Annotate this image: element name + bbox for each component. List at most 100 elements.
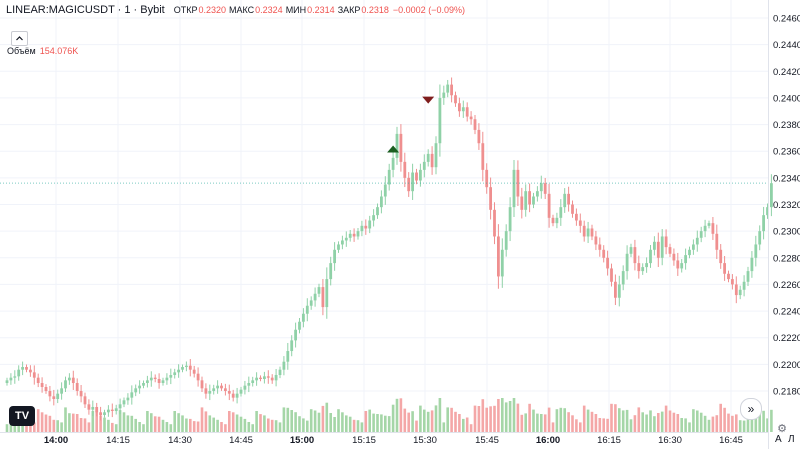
tradingview-logo-text: TV bbox=[14, 410, 30, 422]
volume-bar bbox=[516, 403, 520, 432]
candle-up bbox=[770, 183, 773, 208]
candle-up bbox=[426, 153, 430, 162]
volume-bar bbox=[571, 415, 574, 432]
volume-bar bbox=[60, 422, 63, 432]
volume-bar bbox=[766, 418, 769, 432]
candle-up bbox=[766, 207, 769, 216]
candle-up bbox=[536, 191, 539, 197]
volume-bar bbox=[329, 413, 332, 432]
candle-down bbox=[32, 372, 36, 378]
high-value: 0.2324 bbox=[255, 5, 283, 15]
volume-bar bbox=[321, 405, 325, 432]
candle-down bbox=[719, 249, 723, 264]
price-axis-label: 0.2280 bbox=[773, 253, 800, 264]
volume-bar bbox=[719, 403, 722, 432]
volume-bar bbox=[501, 398, 504, 432]
candle-up bbox=[500, 249, 504, 277]
volume-bar bbox=[450, 407, 453, 432]
candle-down bbox=[450, 84, 453, 96]
scroll-to-realtime-button[interactable]: » bbox=[740, 398, 762, 420]
candle-up bbox=[360, 225, 364, 232]
volume-bar bbox=[33, 422, 36, 432]
volume-bar bbox=[286, 407, 290, 432]
volume-bar bbox=[267, 418, 270, 432]
candle-down bbox=[582, 225, 586, 237]
candle-down bbox=[29, 369, 32, 373]
volume-bar bbox=[731, 415, 734, 432]
volume-bar bbox=[707, 419, 711, 432]
candle-up bbox=[348, 233, 352, 238]
axis-settings-button[interactable]: ⚙ bbox=[776, 422, 788, 435]
price-axis-label: 0.2440 bbox=[773, 40, 800, 51]
candle-down bbox=[52, 396, 56, 399]
candle-up bbox=[684, 255, 687, 264]
collapse-legend-button[interactable] bbox=[11, 31, 28, 46]
candle-down bbox=[407, 177, 411, 192]
candle-down bbox=[614, 281, 617, 298]
candle-down bbox=[36, 377, 40, 384]
candle-down bbox=[668, 247, 672, 254]
volume-bar bbox=[325, 402, 329, 432]
candle-up bbox=[617, 284, 621, 298]
candle-down bbox=[676, 260, 680, 269]
volume-bar bbox=[153, 416, 157, 432]
volume-bar bbox=[582, 405, 586, 432]
tradingview-logo[interactable]: TV bbox=[9, 406, 35, 426]
log-scale-button[interactable]: Л bbox=[788, 434, 795, 445]
auto-scale-button[interactable]: A bbox=[775, 434, 782, 445]
candle-up bbox=[208, 391, 212, 394]
candle-up bbox=[161, 380, 165, 384]
candle-up bbox=[746, 271, 750, 282]
candle-down bbox=[734, 284, 738, 296]
candle-up bbox=[434, 143, 438, 168]
volume-bar bbox=[243, 418, 247, 432]
candle-down bbox=[188, 365, 192, 370]
candle-up bbox=[251, 380, 255, 384]
candle-down bbox=[481, 143, 485, 170]
candle-down bbox=[551, 217, 555, 224]
time-axis-label: 15:00 bbox=[290, 435, 314, 446]
candle-up bbox=[134, 388, 138, 393]
candle-up bbox=[356, 231, 360, 237]
candle-up bbox=[660, 236, 664, 258]
candle-down bbox=[231, 393, 235, 398]
symbol-title[interactable]: LINEAR:MAGICUSDT · 1 · Bybit bbox=[6, 4, 165, 16]
candle-down bbox=[590, 228, 594, 237]
candle-up bbox=[504, 231, 508, 250]
volume-bar bbox=[255, 411, 258, 432]
volume-bar bbox=[446, 407, 449, 432]
candle-up bbox=[586, 228, 590, 237]
volume-bar bbox=[157, 416, 161, 432]
candle-up bbox=[411, 172, 414, 192]
volume-bar bbox=[540, 414, 543, 432]
candle-up bbox=[60, 388, 63, 394]
candle-up bbox=[290, 340, 294, 352]
candle-down bbox=[672, 253, 676, 261]
volume-bar bbox=[290, 410, 293, 432]
volume-bar bbox=[575, 419, 578, 432]
volume-bar bbox=[111, 422, 114, 432]
volume-bar bbox=[364, 411, 368, 432]
candle-up bbox=[255, 377, 258, 381]
change-value: −0.0002 (−0.09%) bbox=[392, 5, 465, 15]
candle-down bbox=[153, 377, 157, 380]
candle-up bbox=[56, 393, 60, 399]
candle-down bbox=[220, 385, 223, 389]
volume-bar bbox=[407, 412, 410, 432]
price-axis-label: 0.2420 bbox=[773, 67, 800, 78]
volume-bar bbox=[559, 407, 563, 432]
candle-up bbox=[707, 223, 711, 226]
candle-down bbox=[497, 236, 500, 277]
candle-up bbox=[126, 397, 130, 401]
volume-bar bbox=[87, 422, 91, 432]
volume-bar bbox=[551, 422, 555, 432]
candle-up bbox=[122, 400, 126, 405]
double-chevron-right-icon: » bbox=[747, 402, 755, 416]
volume-bar bbox=[36, 409, 40, 432]
price-axis-label: 0.2360 bbox=[773, 147, 800, 158]
volume-bar bbox=[415, 420, 418, 432]
volume-bar bbox=[727, 413, 730, 432]
volume-bar bbox=[317, 412, 321, 432]
